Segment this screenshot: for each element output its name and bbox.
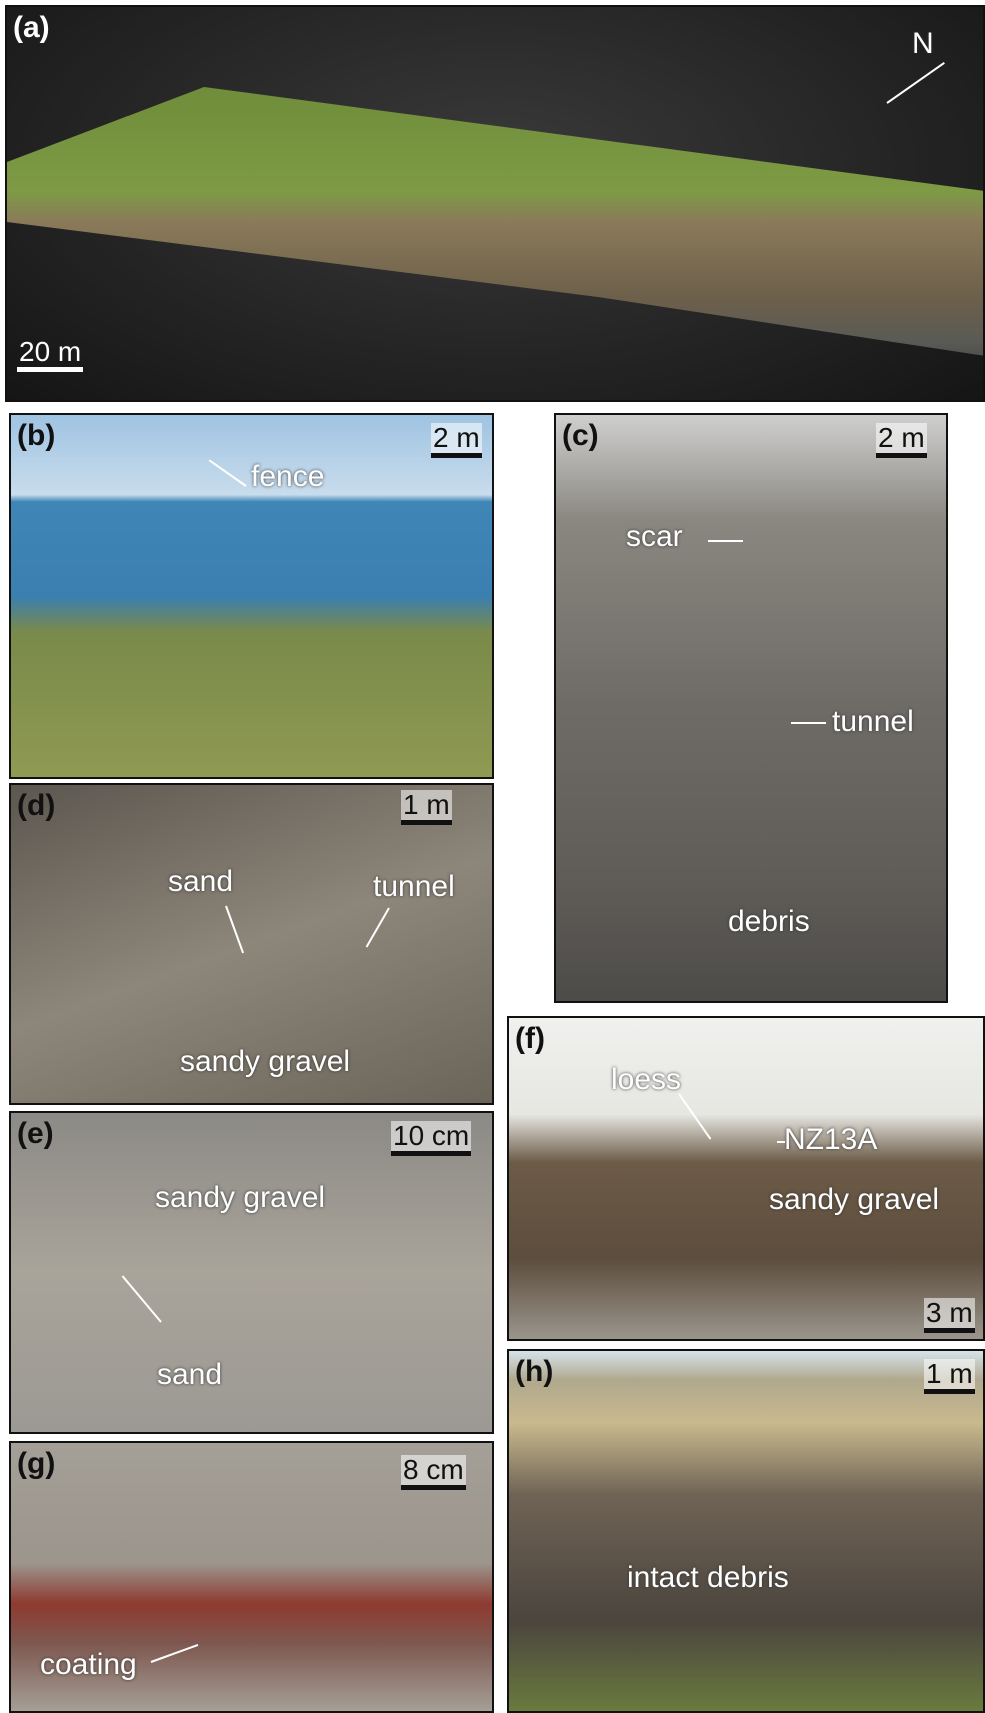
scale-bar: 8 cm: [401, 1455, 466, 1490]
arrow: [151, 1644, 199, 1663]
scale-bar: 1 m: [401, 790, 452, 825]
scale-bar: 2 m: [431, 423, 482, 458]
annotation: sandy gravel: [769, 1183, 939, 1217]
annotation: sandy gravel: [180, 1045, 350, 1079]
annotation: intact debris: [627, 1561, 789, 1595]
panel-label: (a): [13, 11, 50, 45]
photo-panel: (h) 1 m intact debris: [507, 1349, 985, 1713]
arrow: [791, 722, 826, 724]
arrow: [122, 1275, 162, 1322]
photo-panel: (b) 2 m fence: [9, 413, 494, 779]
terrain-model: [7, 87, 985, 387]
annotation: sand: [157, 1358, 222, 1392]
scale-bar: 1 m: [924, 1359, 975, 1394]
annotation: tunnel: [832, 705, 914, 739]
arrow: [225, 906, 244, 954]
panel-label: (e): [17, 1117, 54, 1151]
arrow: [777, 1141, 785, 1143]
annotation: coating: [40, 1648, 137, 1682]
scale-bar: 10 cm: [391, 1121, 471, 1156]
annotation: sandy gravel: [155, 1181, 325, 1215]
arrow: [366, 908, 390, 948]
photo-panel: (d) 1 m sand tunnel sandy gravel: [9, 783, 494, 1105]
photo-panel: (c) 2 m scar tunnel debris: [554, 413, 948, 1003]
photo-panel: (e) 10 cm sandy gravel sand: [9, 1111, 494, 1434]
arrow: [209, 459, 247, 486]
scale-bar: 3 m: [924, 1298, 975, 1333]
annotation: scar: [626, 520, 683, 554]
panel-label: (f): [515, 1022, 545, 1056]
annotation: loess: [611, 1063, 681, 1097]
scale-bar: 2 m: [876, 423, 927, 458]
photo-panel: (f) 3 m loess NZ13A sandy gravel: [507, 1016, 985, 1341]
photo-panel: (g) 8 cm coating: [9, 1441, 494, 1713]
annotation: N: [912, 27, 934, 61]
annotation: debris: [728, 905, 810, 939]
panel-label: (c): [562, 419, 599, 453]
panel-label: (b): [17, 419, 55, 453]
panel-label: (g): [17, 1447, 55, 1481]
arrow: [678, 1093, 711, 1139]
arrow: [708, 540, 743, 542]
arrow: [886, 62, 944, 104]
panel-label: (d): [17, 789, 55, 823]
panel-label: (h): [515, 1355, 553, 1389]
annotation: sand: [168, 865, 233, 899]
photo-panel: (a) 20 m N: [5, 5, 985, 402]
figure: (a) 20 m N (b) 2 m fence (c) 2 m scar tunnel debri…: [0, 0, 985, 1713]
scale-bar: 20 m: [17, 337, 83, 372]
annotation: NZ13A: [784, 1123, 877, 1157]
annotation: tunnel: [373, 870, 455, 904]
annotation: fence: [251, 460, 324, 494]
